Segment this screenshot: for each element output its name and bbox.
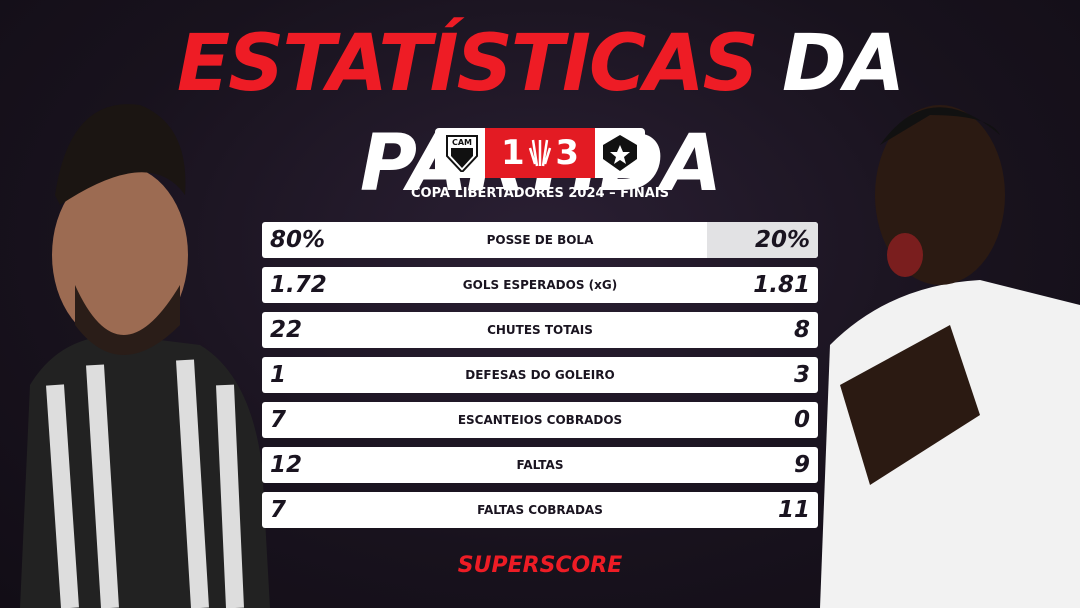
- scoreboard: CAM 1 3: [435, 128, 645, 178]
- possession-shade: [707, 222, 818, 258]
- competition: COPA LIBERTADORES 2024 – FINAIS: [411, 186, 669, 201]
- cup-icon: [528, 139, 552, 167]
- home-player-photo: [20, 104, 270, 608]
- stat-row: 7 FALTAS COBRADAS 11: [262, 492, 818, 528]
- away-value: 20%: [754, 227, 810, 253]
- stat-row: 1 DEFESAS DO GOLEIRO 3: [262, 357, 818, 393]
- home-value: 7: [270, 407, 287, 433]
- away-value: 3: [793, 362, 810, 388]
- stat-row: 12 FALTAS 9: [262, 447, 818, 483]
- stat-label: POSSE DE BOLA: [486, 233, 594, 247]
- home-value: 1: [270, 362, 287, 388]
- stat-row: 22 CHUTES TOTAIS 8: [262, 312, 818, 348]
- home-value: 1.72: [270, 272, 327, 298]
- away-score: 3: [555, 133, 579, 173]
- away-value: 9: [793, 452, 810, 478]
- home-value: 22: [270, 317, 303, 343]
- stat-label: ESCANTEIOS COBRADOS: [457, 413, 623, 427]
- away-value: 1.81: [753, 272, 810, 298]
- home-value: 80%: [270, 227, 326, 253]
- stat-label: FALTAS COBRADAS: [477, 503, 603, 517]
- title-red: ESTATÍSTICAS: [176, 19, 759, 109]
- away-value: 11: [777, 497, 810, 523]
- home-crest-text: CAM: [452, 138, 472, 147]
- score-center: 1 3: [485, 128, 595, 178]
- stat-row: 1.72 GOLS ESPERADOS (xG) 1.81: [262, 267, 818, 303]
- stat-label: CHUTES TOTAIS: [487, 323, 593, 337]
- home-value: 12: [270, 452, 303, 478]
- stat-row: 80% POSSE DE BOLA 20%: [262, 222, 818, 258]
- stat-label: FALTAS: [516, 458, 564, 472]
- title: ESTATÍSTICAS DA PARTIDA: [0, 14, 1080, 214]
- home-crest: CAM: [446, 135, 478, 172]
- home-value: 7: [270, 497, 287, 523]
- brand: SUPERSCORE: [457, 553, 623, 578]
- away-crest: [603, 135, 637, 171]
- away-player-photo: [820, 105, 1080, 608]
- title-white: DA PARTIDA: [360, 19, 905, 209]
- away-value: 0: [793, 407, 810, 433]
- home-score: 1: [501, 133, 525, 173]
- stat-label: GOLS ESPERADOS (xG): [462, 278, 618, 292]
- stat-row: 7 ESCANTEIOS COBRADOS 0: [262, 402, 818, 438]
- stat-label: DEFESAS DO GOLEIRO: [465, 368, 615, 382]
- away-value: 8: [793, 317, 810, 343]
